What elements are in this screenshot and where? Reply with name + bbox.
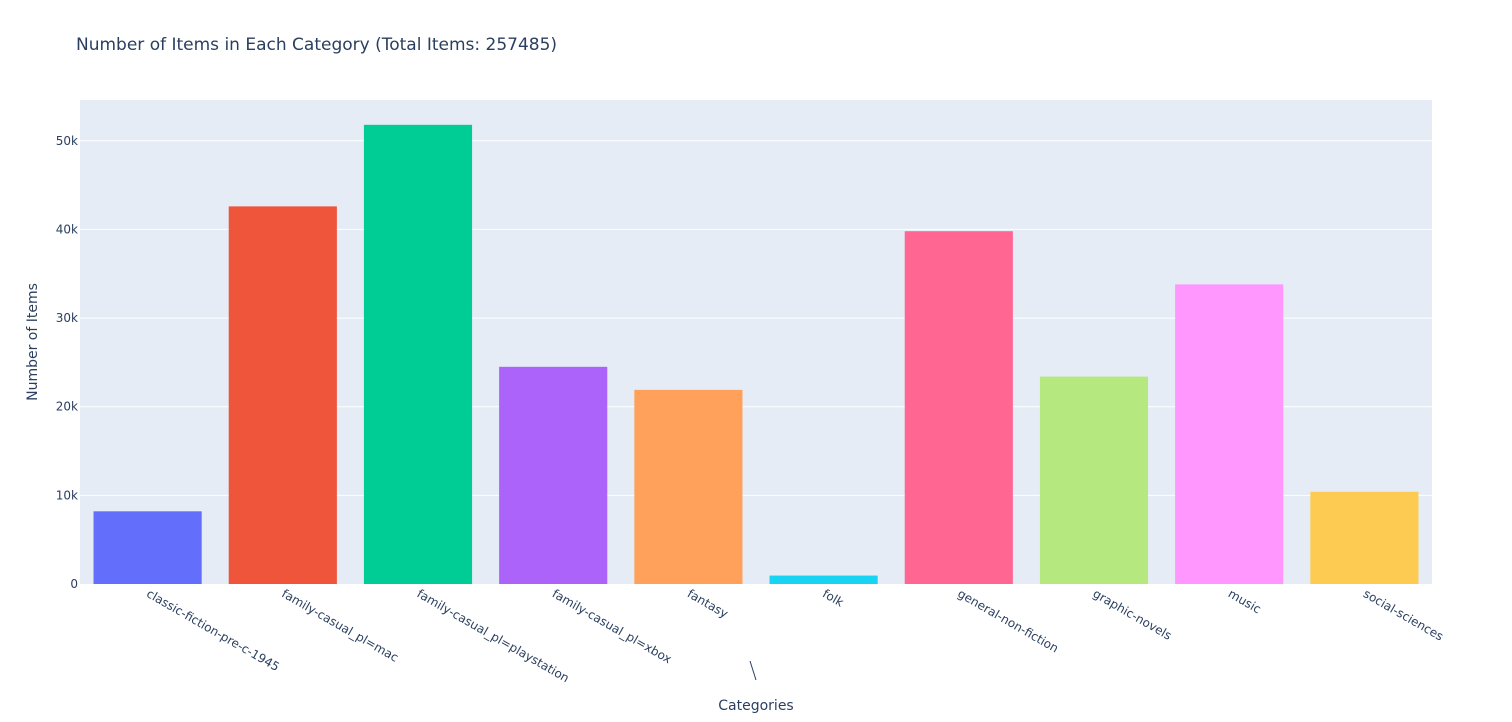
bar-classic-fiction-pre-c-1945[interactable]	[93, 511, 202, 584]
axis-title-pointer-line	[749, 660, 757, 681]
bar-family-casual_pl=mac[interactable]	[228, 206, 337, 584]
y-tick-labels: 0 10k 20k 30k 40k 50k	[56, 134, 78, 591]
bars	[93, 124, 1419, 585]
bar-folk[interactable]	[769, 575, 878, 584]
bar-family-casual_pl=playstation[interactable]	[363, 124, 473, 585]
y-tick-label: 40k	[56, 222, 78, 236]
x-tick-labels: classic-fiction-pre-c-1945family-casual_…	[144, 586, 1446, 685]
x-tick-label: general-non-fiction	[955, 586, 1061, 655]
x-tick-label: family-casual_pl=playstation	[415, 586, 572, 685]
x-tick-label: classic-fiction-pre-c-1945	[144, 586, 282, 674]
bar-general-non-fiction[interactable]	[904, 231, 1013, 584]
y-tick-label: 20k	[56, 400, 78, 414]
x-tick-label: graphic-novels	[1091, 586, 1175, 642]
x-tick-label: family-casual_pl=xbox	[550, 586, 674, 666]
bar-graphic-novels[interactable]	[1039, 376, 1149, 584]
x-tick-label: fantasy	[685, 586, 731, 620]
y-tick-label: 10k	[56, 488, 78, 502]
bar-social-sciences[interactable]	[1310, 491, 1419, 584]
x-tick-label: family-casual_pl=mac	[279, 586, 401, 664]
bar-family-casual_pl=xbox[interactable]	[499, 366, 608, 584]
y-tick-label: 50k	[56, 134, 78, 148]
chart-title: Number of Items in Each Category (Total …	[76, 35, 557, 55]
y-axis-title: Number of Items	[25, 283, 41, 401]
y-tick-label: 0	[70, 577, 78, 591]
bar-music[interactable]	[1175, 284, 1284, 584]
y-tick-label: 30k	[56, 311, 78, 325]
x-axis-title: Categories	[718, 698, 793, 714]
bar-fantasy[interactable]	[634, 389, 743, 584]
x-tick-label: social-sciences	[1361, 586, 1446, 643]
x-tick-label: music	[1226, 586, 1264, 616]
x-tick-label: folk	[820, 586, 846, 609]
